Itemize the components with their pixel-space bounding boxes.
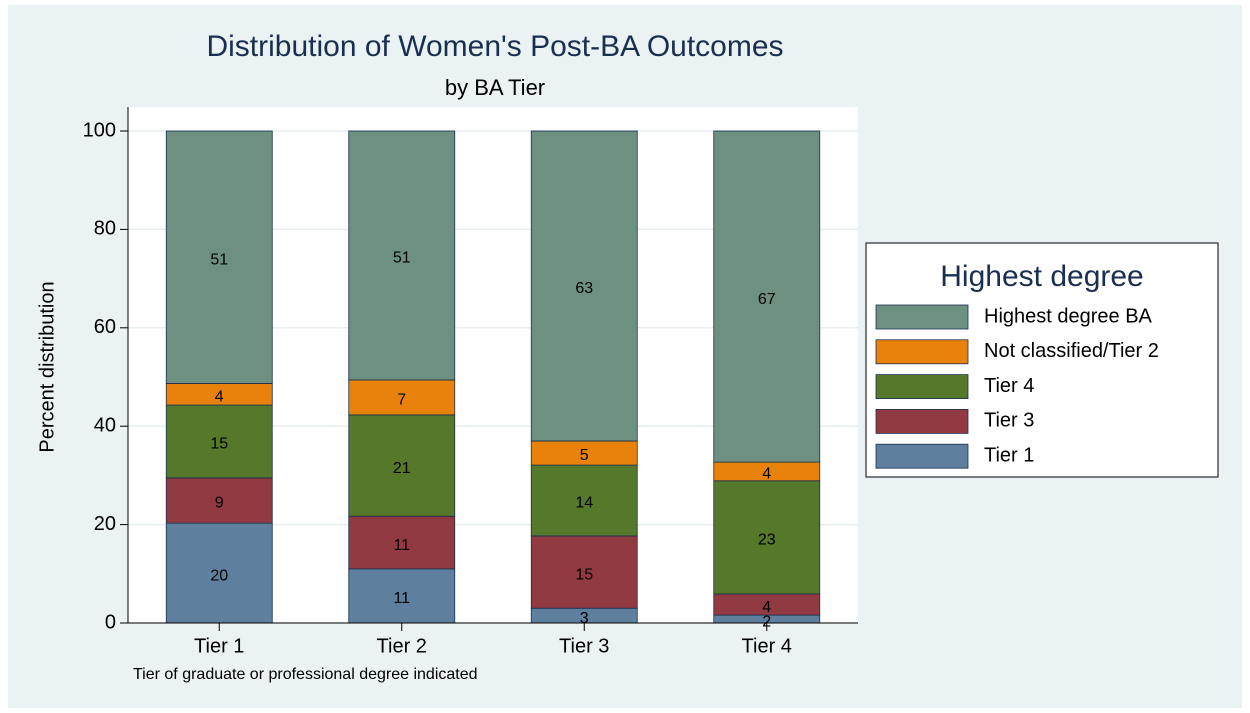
data-label: 63	[575, 280, 593, 297]
data-label: 20	[210, 567, 228, 584]
y-tick-label: 40	[94, 414, 116, 436]
legend-swatch	[875, 443, 969, 469]
x-tick-label: Tier 1	[194, 635, 244, 657]
data-label: 2	[762, 613, 771, 630]
data-label: 3	[580, 610, 589, 627]
bar-segment	[348, 130, 456, 381]
data-label: 5	[580, 447, 589, 464]
data-label: 15	[210, 436, 228, 453]
data-label: 51	[393, 250, 411, 267]
chart-subtitle: by BA Tier	[445, 75, 545, 100]
x-tick-label: Tier 4	[742, 635, 792, 657]
x-tick-label: Tier 3	[559, 635, 609, 657]
data-label: 11	[393, 537, 410, 554]
data-label: 67	[758, 291, 776, 308]
bar-segment	[713, 130, 821, 463]
note: Tier of graduate or professional degree …	[133, 666, 478, 683]
x-tick-label: Tier 2	[377, 635, 427, 657]
legend-title: Highest degree	[940, 260, 1143, 293]
y-tick-label: 80	[94, 218, 116, 240]
bar-segment	[530, 130, 638, 442]
data-label: 15	[575, 566, 593, 583]
data-label: 9	[215, 495, 224, 512]
bar-segment	[165, 404, 273, 479]
bar-segment	[530, 464, 638, 537]
legend-label: Tier 3	[984, 410, 1034, 432]
chart-title: Distribution of Women's Post-BA Outcomes	[206, 30, 783, 63]
data-label: 21	[393, 460, 411, 477]
bar-segment	[530, 440, 638, 466]
data-label: 23	[758, 532, 776, 549]
y-axis-label: Percent distribution	[36, 281, 58, 452]
legend-swatch	[875, 339, 969, 365]
y-tick-label: 20	[94, 513, 116, 535]
legend-swatch	[875, 408, 969, 434]
bar-segment	[530, 535, 638, 609]
legend-label: Tier 4	[984, 375, 1034, 397]
data-label: 7	[397, 392, 406, 409]
data-label: 51	[210, 251, 228, 268]
y-tick-label: 0	[105, 611, 116, 633]
bar-segment	[348, 379, 456, 416]
legend-label: Not classified/Tier 2	[984, 340, 1159, 362]
data-label: 4	[762, 466, 771, 483]
legend-label: Highest degree BA	[984, 305, 1153, 327]
bar-segment	[165, 130, 273, 384]
legend-swatch	[875, 304, 969, 330]
y-tick-label: 100	[83, 119, 116, 141]
data-label: 14	[575, 495, 593, 512]
data-label: 11	[393, 590, 410, 607]
data-label: 4	[215, 388, 224, 405]
legend-label: Tier 1	[984, 444, 1034, 466]
legend-swatch	[875, 374, 969, 400]
bar-segment	[348, 515, 456, 570]
bar-segment	[348, 568, 456, 624]
bar-segment	[713, 480, 821, 595]
y-tick-label: 60	[94, 316, 116, 338]
data-label: 4	[762, 599, 771, 616]
